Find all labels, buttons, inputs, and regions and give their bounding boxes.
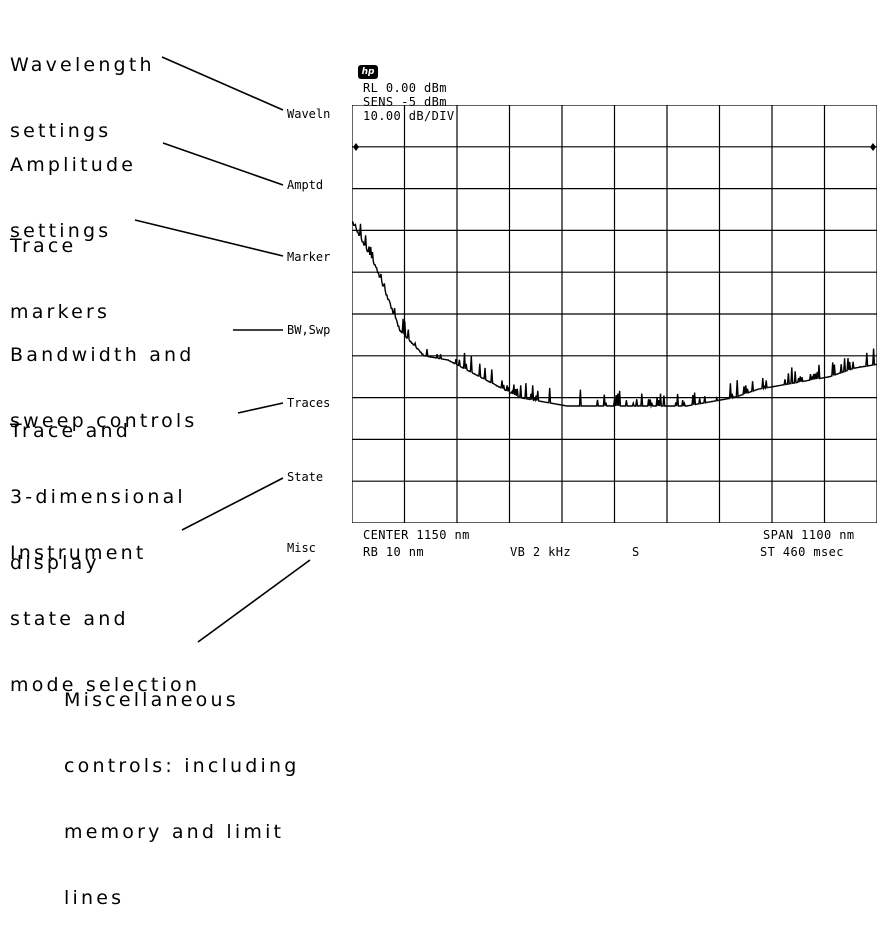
callout-line: Trace bbox=[10, 235, 77, 257]
callout-connector-lines bbox=[134, 56, 311, 643]
callout-instrument-state: Instrument state and mode selection bbox=[10, 498, 200, 718]
callout-line: Amplitude bbox=[10, 154, 137, 176]
softkey-waveln[interactable]: Waveln bbox=[287, 107, 331, 121]
connector-misc bbox=[197, 559, 311, 643]
vbw-readout: VB 2 kHz bbox=[510, 545, 571, 559]
callout-line: sweep controls bbox=[10, 410, 198, 432]
connector-amplitude bbox=[162, 142, 284, 186]
callout-trace-display: Trace and 3-dimensional display bbox=[10, 376, 186, 596]
display-line-markers bbox=[353, 143, 876, 151]
callout-line: Bandwidth and bbox=[10, 344, 195, 366]
rbw-readout: RB 10 nm bbox=[363, 545, 424, 559]
span-readout: SPAN 1100 nm bbox=[763, 528, 855, 542]
callout-line: mode selection bbox=[10, 674, 201, 696]
connector-wavelength bbox=[161, 56, 284, 111]
graticule bbox=[352, 105, 877, 523]
callout-line: state and bbox=[10, 608, 129, 630]
center-readout: CENTER 1150 nm bbox=[363, 528, 470, 542]
callout-line: display bbox=[10, 552, 100, 574]
connector-instrument-state bbox=[181, 477, 284, 531]
callout-trace-markers: Trace markers bbox=[10, 191, 110, 345]
callout-bandwidth: Bandwidth and sweep controls bbox=[10, 300, 197, 454]
softkey-misc[interactable]: Misc bbox=[287, 541, 316, 555]
callout-line: markers bbox=[10, 301, 111, 323]
ref-level-readout: RL 0.00 dBm bbox=[363, 81, 447, 95]
callout-line: memory and limit bbox=[64, 821, 285, 843]
callout-line: 3-dimensional bbox=[10, 486, 186, 508]
callout-line: Wavelength bbox=[10, 54, 155, 76]
callout-line: settings bbox=[10, 120, 112, 142]
softkey-state[interactable]: State bbox=[287, 470, 324, 484]
callout-wavelength: Wavelength settings bbox=[10, 10, 155, 164]
callout-line: Instrument bbox=[10, 542, 147, 564]
scale-readout: 10.00 dB/DIV bbox=[363, 109, 455, 123]
callout-line: controls: including bbox=[64, 755, 300, 777]
callout-misc: Miscellaneous controls: including memory… bbox=[64, 645, 300, 931]
hp-logo: hp bbox=[358, 65, 378, 79]
spectrum-trace bbox=[352, 221, 877, 409]
sweep-time-readout: ST 460 msec bbox=[760, 545, 844, 559]
callout-line: settings bbox=[10, 220, 112, 242]
display-line-marker bbox=[870, 143, 876, 151]
connector-trace-display bbox=[237, 402, 284, 414]
sweep-mode-readout: S bbox=[632, 545, 640, 559]
callout-line: Miscellaneous bbox=[64, 689, 239, 711]
spectrum-display bbox=[352, 105, 877, 523]
softkey-bw-swp[interactable]: BW,Swp bbox=[287, 323, 331, 337]
softkey-marker[interactable]: Marker bbox=[287, 250, 331, 264]
display-line-marker bbox=[353, 143, 359, 151]
callout-line: Trace and bbox=[10, 420, 131, 442]
callout-amplitude: Amplitude settings bbox=[10, 110, 136, 264]
softkey-traces[interactable]: Traces bbox=[287, 396, 331, 410]
softkey-amptd[interactable]: Amptd bbox=[287, 178, 324, 192]
callout-line: lines bbox=[64, 887, 125, 909]
connector-trace-markers bbox=[134, 219, 284, 257]
